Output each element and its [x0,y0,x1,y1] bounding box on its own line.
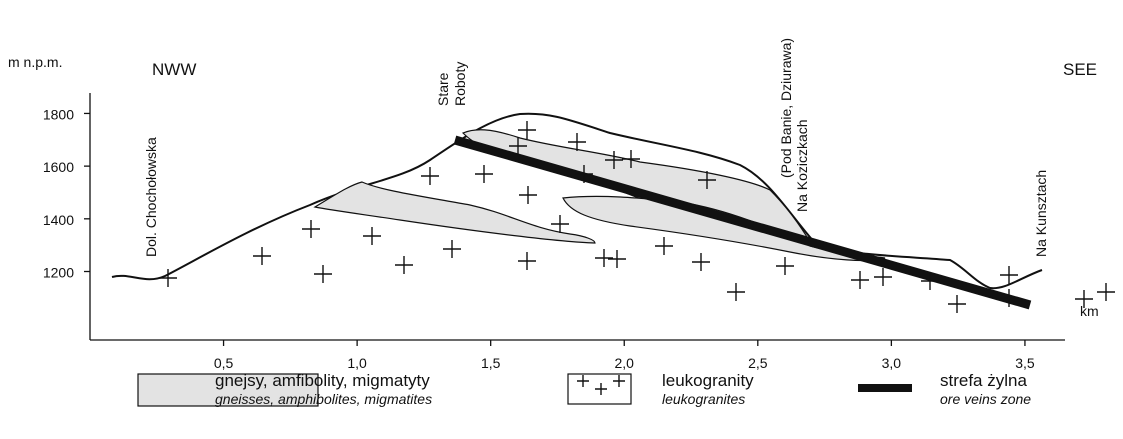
cross [314,265,332,283]
cross [363,227,381,245]
cross [575,165,593,183]
x-tick-label: 3,5 [1015,355,1035,371]
location: Stare [435,72,451,106]
cross [443,240,461,258]
x-axis-label: km [1080,303,1099,319]
legend-label: strefa żylna [940,371,1027,390]
cross [475,165,493,183]
y-tick-label: 1800 [43,106,74,122]
cross [421,167,439,185]
profile [111,112,1043,290]
cross [568,133,586,151]
cross [698,171,716,189]
cross [518,252,536,270]
direction-right: SEE [1063,60,1097,79]
cross [519,186,537,204]
axes: 1200 1400 1600 1800 0,5 1,0 1,5 2,0 2,5 3,0 3,5 [43,93,1065,371]
cross [655,237,673,255]
cross [605,151,623,169]
legend-sublabel: ore veins zone [940,391,1031,407]
cross [1075,290,1093,308]
cross [1097,283,1115,301]
x-tick-label: 1,5 [481,355,501,371]
cross [1000,266,1018,284]
x-tick-label: 3,0 [882,355,902,371]
cross [608,250,626,268]
legend-label: leukogranity [662,371,754,390]
cross [692,253,710,271]
cross [253,247,271,265]
legend-label: gnejsy, amfibolity, migmatyty [215,371,430,390]
cross [948,295,966,313]
geology [111,112,1115,313]
cross [874,268,892,286]
y-tick-label: 1400 [43,212,74,228]
x-tick-label: 2,0 [615,355,635,371]
cross [1000,289,1018,307]
location: Dol. Chochołowska [143,137,159,257]
legend-crosses [577,375,625,395]
leucogranite-crosses [159,121,1115,313]
cross [395,256,413,274]
cross [551,215,569,233]
cross [159,269,177,287]
cross [921,272,939,290]
location: (Pod Banie, Dziurawa) [778,38,794,178]
ore-vein [453,135,1032,310]
cross [518,121,536,139]
gneiss-lens [313,181,596,244]
location: Roboty [452,62,468,106]
x-tick-label: 0,5 [214,355,234,371]
legend-sublabel: leukogranites [662,391,745,407]
legend-swatch [137,373,319,407]
direction-left: NWW [152,60,196,79]
location: Na Koziczkach [794,119,810,212]
y-axis-label: m n.p.m. [8,54,62,70]
location: Na Kunsztach [1033,170,1049,257]
labels: m n.p.m. km NWW SEE Dol. Chochołowska St… [8,38,1099,319]
cross [622,150,640,168]
cross [851,271,869,289]
y-tick-label: 1600 [43,159,74,175]
cross [509,137,527,155]
cross [595,249,613,267]
cross [302,220,320,238]
y-tick-label: 1200 [43,265,74,281]
cross [776,257,794,275]
legend: gnejsy, amfibolity, migmatyty gneisses, … [137,371,1031,407]
cross [727,283,745,301]
legend-sublabel: gneisses, amphibolites, migmatites [215,391,432,407]
x-tick-label: 1,0 [347,355,367,371]
x-tick-label: 2,5 [748,355,768,371]
